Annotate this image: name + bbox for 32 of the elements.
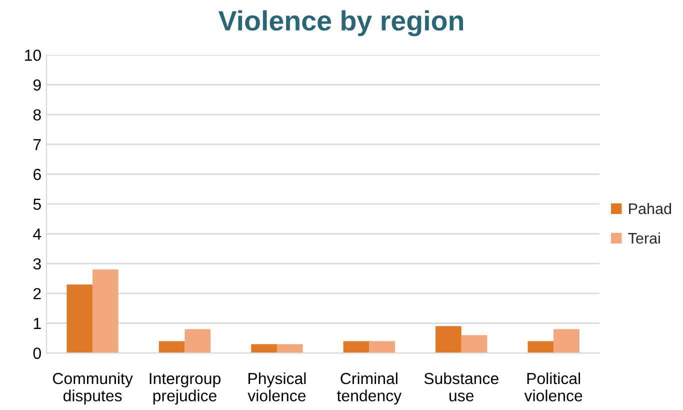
y-tick-label: 0 [33, 348, 41, 359]
bar [184, 329, 211, 354]
x-tick-label: Political violence [524, 372, 582, 402]
bar [343, 341, 370, 354]
bar [276, 344, 303, 354]
y-tick-label: 7 [34, 139, 41, 150]
bar [92, 270, 118, 354]
y-tick-label: 5 [33, 198, 41, 210]
bar [369, 341, 395, 354]
x-tick-label: Physical violence [248, 372, 306, 402]
y-tick-label: 1 [34, 318, 41, 329]
y-tick-label: 10 [25, 50, 41, 61]
x-tick-label: Community disputes [52, 372, 133, 405]
chart-title: Violence by region [218, 10, 464, 36]
x-tick-label: Substance use [424, 372, 498, 402]
bar [528, 341, 554, 354]
bar [251, 344, 277, 354]
y-tick-label: 6 [34, 168, 41, 180]
bar [436, 326, 462, 354]
x-tick-label: Intergroup prejudice [150, 373, 220, 405]
x-tick-label: Criminal tendency [336, 372, 402, 405]
y-tick-label: 8 [33, 109, 41, 120]
y-tick-label: 2 [34, 288, 41, 300]
legend-label: Terai [628, 232, 660, 244]
y-tick-label: 4 [33, 228, 42, 240]
bar [158, 341, 185, 354]
y-tick-label: 9 [33, 79, 41, 91]
legend-label: Pahad [629, 202, 672, 214]
y-tick-label: 3 [33, 258, 41, 270]
bar [461, 335, 488, 354]
bar [66, 284, 93, 354]
bar [554, 329, 580, 354]
